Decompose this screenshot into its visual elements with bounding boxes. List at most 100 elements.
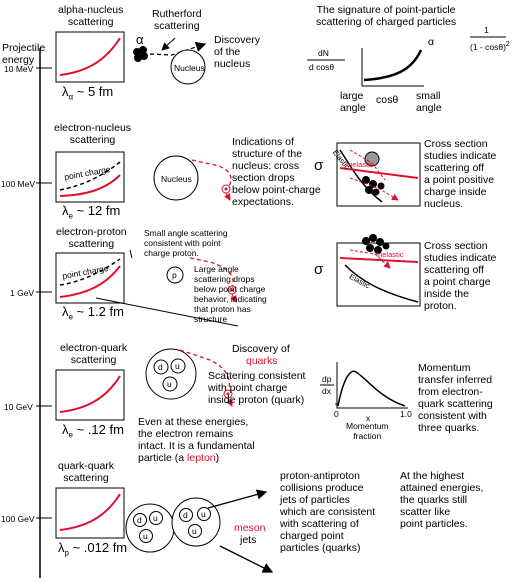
signature-curve [363,49,423,82]
quark-u2: u [167,379,172,389]
electron-intact-text: Even at these energies, the electron rem… [138,416,255,464]
antiproton-right [171,497,221,547]
x-axis-label: x [366,413,371,423]
quarks-word: quarks [246,355,278,367]
small-angle-label: small angle [416,90,442,114]
leader-small-angle [129,249,133,259]
quark-d: d [158,362,163,372]
curve-electron-quark [59,375,121,413]
nucleus-label-2: Nucleus [161,174,192,184]
dx-label: dx [322,386,331,396]
dcos-label: d cosθ [309,62,335,72]
tick-label-10gev: 10 GeV [4,402,33,412]
quark-u5: u [201,509,206,519]
elastic-curve-2 [339,149,383,203]
jet-arrow-down [219,545,274,573]
rutherford-label: Rutherford scattering [152,8,202,32]
quark-d1: d [137,515,142,525]
elastic-curve-3 [344,264,419,303]
proton-label: p [172,270,177,280]
nucleus-circle-2 [153,155,199,201]
nucleus-label-1: Nucleus [174,63,205,73]
indications-text: Indications of structure of the nucleus:… [232,136,321,208]
fragments-3 [362,234,390,254]
cross-section-text-2: Cross section studies indicate scatterin… [424,138,497,210]
scattering-consistent: Scattering consistent with point charge … [208,370,306,406]
row-title-electron-nucleus: electron-nucleus scattering [54,122,132,146]
inelastic-label-3: Inelastic [376,250,404,259]
row-title-electron-quark: electron-quark scattering [60,342,128,366]
curve-quark-quark [59,493,121,531]
sigma-3: σ [314,261,324,278]
curve-point-charge-2 [59,161,121,191]
jet-arrow-up [207,489,268,509]
x-zero: 0 [334,409,339,419]
meson-label: meson [234,522,266,534]
quark-d2: d [183,510,188,520]
frac-num: 1 [484,25,489,35]
alpha-prop: α [428,36,435,48]
curve-alpha-nucleus [59,37,121,76]
inelastic-curve-2 [339,167,419,179]
lambda-electron-nucleus: λe ~ 12 fm [62,203,121,221]
row-title-alpha-nucleus: alpha-nucleus scattering [58,4,124,28]
proton-left [125,503,175,553]
row-title-electron-proton: electron-proton scattering [56,226,127,250]
plot-alpha-nucleus [55,31,125,83]
lambda-electron-proton: λe ~ 1.2 fm [62,304,124,322]
tick-label-100gev: 100 GeV [1,514,35,524]
quark-u1: u [175,361,180,371]
quark-u6: u [192,526,197,536]
quark-u3: u [153,513,158,523]
proton-antiproton-text: proton-antiproton collisions produce jet… [280,470,376,554]
inelastic-label-2: Inelastic [346,160,374,169]
frac-den: (1 - cosθ)2 [470,41,510,52]
quark-u4: u [143,531,148,541]
signature-axes [361,48,424,87]
momentum-text: Momentum transfer inferred from electron… [418,362,493,434]
x-one: 1.0 [400,409,412,419]
nucleus-circle-1 [170,49,206,85]
tick-label-100mev: 100 MeV [1,179,36,189]
costheta-label: cosθ [376,94,399,106]
small-angle-text: Small angle scattering consistent with p… [144,228,228,258]
rutherford-arrow [161,37,176,51]
curve-electron-nucleus [59,174,121,197]
lambda-electron-quark: λe ~ .12 fm [62,422,124,440]
sigma-2: σ [314,157,324,174]
cross-section-text-3: Cross section studies indicate scatterin… [424,240,497,312]
curve-point-charge-3 [59,258,121,286]
jets-label: jets [240,534,257,546]
tick-label-10mev: 10 MeV [4,64,34,74]
lambda-quark-quark: λp ~ .012 fm [58,540,128,558]
plot-electron-proton [55,252,125,304]
large-angle-label: large angle [340,90,366,114]
proton-quarks-circle [145,348,197,400]
curve-electron-proton [59,265,121,298]
alpha-particle-icon [133,46,148,62]
large-angle-text: Large angle scattering drops below point… [194,264,267,324]
momentum-curve [337,370,406,407]
axis-title: Projectile energy [2,42,46,66]
highest-energies-text: At the highest attained energies, the qu… [400,470,484,530]
tick-label-1gev: 1 GeV [10,288,35,298]
leader-large-angle [95,297,239,327]
plot-quark-quark [55,487,125,539]
electron-path-4 [179,349,231,393]
dn-label: dN [318,48,329,58]
plot-electron-quark [55,369,125,421]
row-title-quark-quark: quark-quark scattering [58,460,115,484]
discovery-nucleus: Discovery of the nucleus [214,34,261,70]
fragments-2 [362,176,385,196]
plot-electron-nucleus [55,151,125,203]
proton-circle [166,266,184,284]
signature-title: The signature of point-particle scatteri… [316,4,457,28]
dp-label: dp [322,374,332,384]
cross-plot-2 [336,142,421,207]
momentum-fraction-label: Momentum fraction [346,421,389,441]
discovery-of: Discovery of [232,343,290,355]
alpha-symbol: α [136,32,144,47]
inelastic-curve-3 [339,257,419,263]
momentum-axes [336,362,408,409]
